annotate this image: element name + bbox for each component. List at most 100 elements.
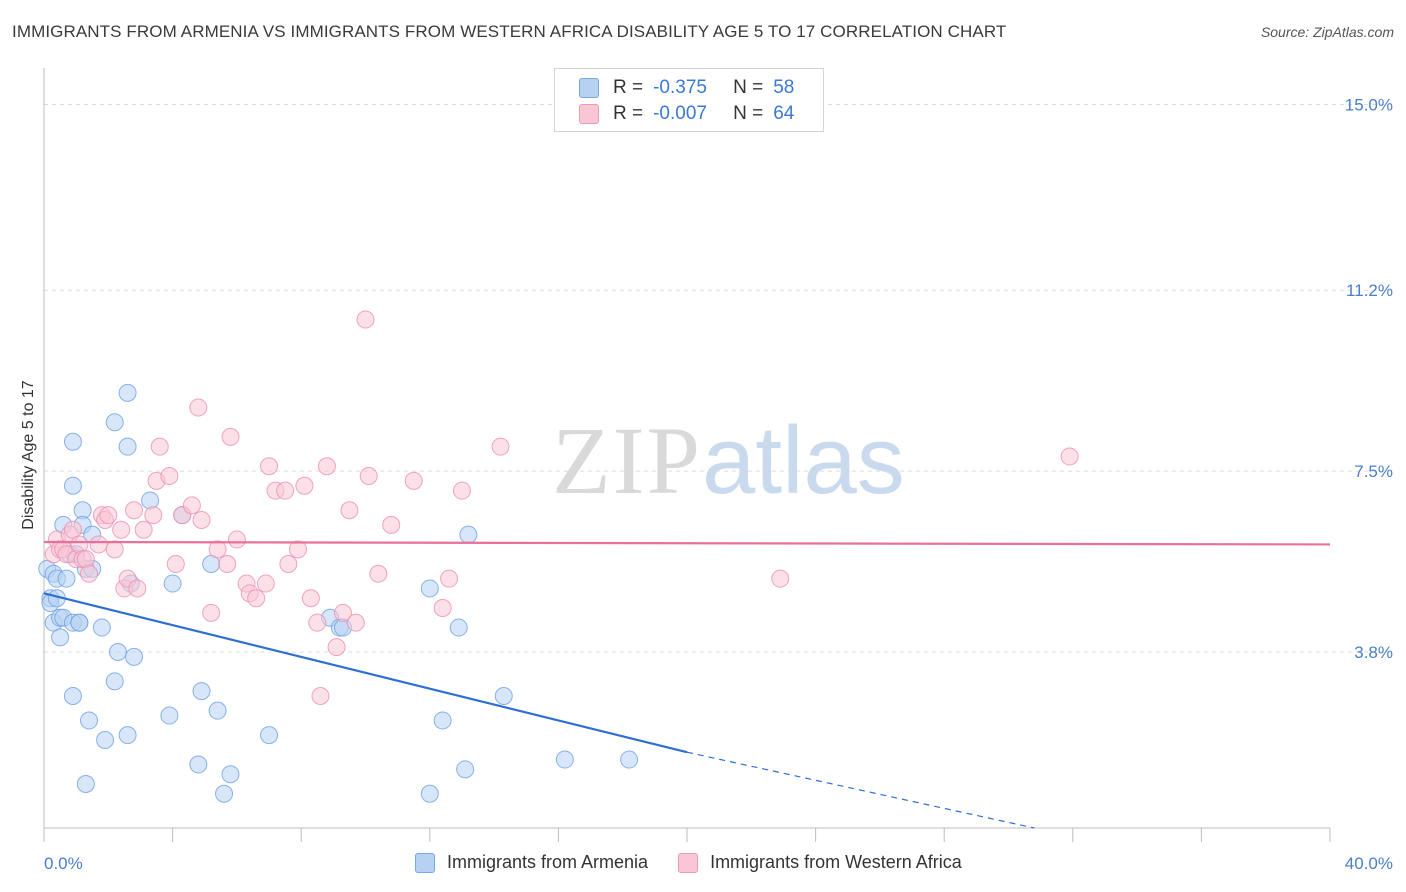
point-western-africa: [333, 603, 352, 622]
point-western-africa: [452, 481, 471, 500]
legend-row-western-africa: R = -0.007 N = 64: [579, 103, 794, 125]
point-western-africa: [99, 506, 118, 525]
point-western-africa: [202, 603, 221, 622]
legend-n-value-armenia: 58: [773, 77, 795, 98]
point-armenia: [456, 760, 475, 779]
point-armenia: [433, 711, 452, 730]
y-tick-label: 15.0%: [1345, 95, 1393, 114]
point-western-africa: [301, 589, 320, 608]
legend-row-armenia: R = -0.375 N = 58: [579, 77, 794, 99]
point-armenia: [420, 784, 439, 803]
point-western-africa: [218, 555, 237, 573]
legend-n-label: N =: [733, 103, 764, 124]
legend-swatch-western-africa: [678, 852, 699, 873]
point-western-africa: [327, 638, 346, 657]
legend-swatch-armenia: [579, 78, 599, 98]
point-armenia: [105, 672, 124, 691]
watermark: ZIPatlas: [552, 405, 905, 516]
x-tick-label-max: 40.0%: [1345, 854, 1393, 873]
x-ticks: [43, 828, 1331, 842]
point-armenia: [494, 687, 513, 705]
point-western-africa: [166, 555, 185, 573]
point-armenia: [118, 437, 137, 456]
point-western-africa: [288, 540, 307, 559]
source-label: Source: ZipAtlas.com: [1260, 24, 1394, 40]
point-western-africa: [359, 467, 378, 485]
data-points: [38, 310, 1079, 803]
point-armenia: [118, 726, 137, 745]
trend-line-armenia-extension: [686, 751, 1035, 829]
point-armenia: [118, 383, 137, 402]
point-western-africa: [112, 520, 131, 539]
point-western-africa: [182, 496, 201, 515]
chart-title: IMMIGRANTS FROM ARMENIA VS IMMIGRANTS FR…: [12, 22, 1007, 41]
point-armenia: [80, 711, 99, 730]
point-armenia: [51, 628, 70, 647]
point-western-africa: [276, 481, 295, 500]
point-western-africa: [134, 520, 153, 539]
point-western-africa: [144, 506, 163, 525]
point-western-africa: [440, 569, 459, 588]
legend-swatch-western-africa: [579, 104, 599, 124]
point-western-africa: [340, 501, 359, 520]
point-western-africa: [382, 515, 401, 534]
trend-lines: [43, 540, 1331, 829]
point-western-africa: [1060, 447, 1079, 466]
point-armenia: [208, 701, 227, 720]
point-western-africa: [404, 471, 423, 490]
point-western-africa: [256, 574, 275, 593]
point-armenia: [459, 525, 478, 544]
point-armenia: [163, 574, 182, 593]
trend-line-western-africa: [43, 540, 1331, 546]
point-western-africa: [76, 550, 95, 569]
gridlines: [44, 103, 1393, 653]
point-armenia: [125, 647, 144, 666]
legend-r-value-armenia: -0.375: [653, 77, 707, 98]
point-western-africa: [317, 457, 336, 476]
point-western-africa: [128, 579, 147, 598]
point-armenia: [57, 569, 76, 588]
point-armenia: [221, 765, 240, 784]
legend-label-western-africa: Immigrants from Western Africa: [710, 852, 962, 872]
point-western-africa: [356, 310, 375, 329]
y-tick-label: 3.8%: [1354, 643, 1393, 662]
watermark-zip: ZIP: [552, 407, 702, 514]
point-armenia: [63, 432, 82, 451]
series-legend: Immigrants from Armenia Immigrants from …: [415, 852, 992, 873]
point-armenia: [105, 413, 124, 432]
legend-swatch-armenia: [415, 852, 435, 873]
point-armenia: [215, 784, 234, 803]
point-western-africa: [227, 530, 246, 549]
point-armenia: [420, 579, 439, 598]
y-tick-label: 7.5%: [1354, 462, 1393, 481]
legend-item-armenia[interactable]: Immigrants from Armenia: [415, 852, 648, 873]
point-western-africa: [295, 476, 314, 495]
point-armenia: [108, 643, 127, 661]
point-western-africa: [308, 613, 327, 632]
point-armenia: [260, 726, 279, 745]
watermark-atlas: atlas: [702, 407, 905, 514]
point-armenia: [70, 613, 89, 632]
point-armenia: [449, 618, 468, 637]
correlation-legend: R = -0.375 N = 58 R = -0.007 N = 64: [554, 68, 824, 132]
point-western-africa: [160, 467, 179, 485]
point-armenia: [620, 750, 639, 769]
point-armenia: [192, 682, 211, 701]
point-western-africa: [433, 599, 452, 617]
x-tick-label-min: 0.0%: [44, 854, 83, 873]
legend-item-western-africa[interactable]: Immigrants from Western Africa: [678, 852, 962, 873]
point-western-africa: [221, 427, 240, 446]
point-western-africa: [771, 569, 790, 588]
point-western-africa: [491, 437, 510, 456]
point-western-africa: [279, 555, 298, 573]
point-western-africa: [189, 398, 208, 417]
series-western-africa: [44, 310, 1079, 705]
point-western-africa: [150, 437, 169, 456]
legend-r-value-western-africa: -0.007: [653, 103, 707, 124]
point-western-africa: [105, 540, 124, 559]
point-western-africa: [80, 564, 99, 583]
legend-label-armenia: Immigrants from Armenia: [447, 852, 649, 872]
point-western-africa: [208, 540, 227, 559]
point-western-africa: [369, 564, 388, 583]
legend-r-label: R =: [613, 77, 644, 98]
